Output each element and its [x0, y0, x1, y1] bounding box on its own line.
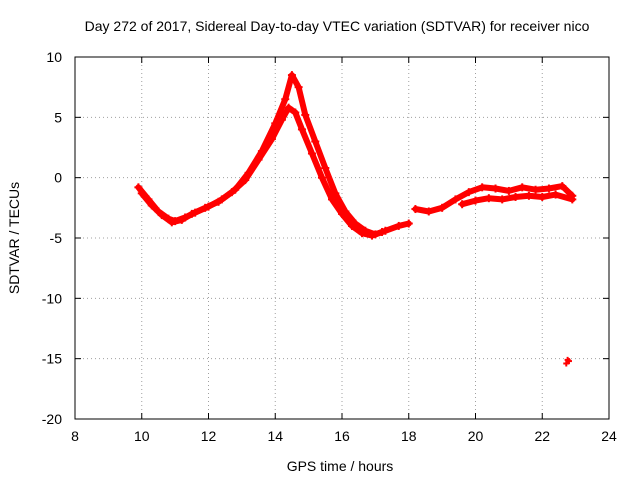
y-axis-label: SDTVAR / TECUs	[6, 182, 22, 294]
grid-lines	[75, 57, 609, 419]
x-tick-label: 12	[201, 428, 217, 444]
series-outlier	[563, 356, 572, 367]
x-tick-label: 14	[267, 428, 283, 444]
x-tick-label: 20	[468, 428, 484, 444]
y-tick-label: -5	[50, 230, 63, 246]
x-tick-label: 22	[534, 428, 550, 444]
x-tick-label: 24	[601, 428, 617, 444]
chart-title: Day 272 of 2017, Sidereal Day-to-day VTE…	[85, 18, 590, 34]
x-tick-label: 10	[134, 428, 150, 444]
y-tick-label: 0	[54, 170, 62, 186]
series-trace-c	[411, 182, 577, 216]
y-tick-label: 10	[46, 49, 62, 65]
data-series	[134, 71, 577, 367]
series-trace-a	[134, 71, 413, 239]
y-tick-label: 5	[54, 109, 62, 125]
y-tick-label: -15	[42, 351, 62, 367]
series-line	[138, 104, 385, 239]
series-line	[135, 72, 412, 238]
x-tick-label: 18	[401, 428, 417, 444]
axis-ticks: 8 10 12 14 16 18 20 22 24 -20 -15 -10 -5 0 5 10	[42, 49, 617, 444]
x-tick-label: 16	[334, 428, 350, 444]
x-axis-label: GPS time / hours	[287, 458, 394, 474]
y-tick-label: -20	[42, 411, 62, 427]
series-trace-b	[137, 103, 387, 240]
x-tick-label: 8	[71, 428, 79, 444]
series-trace-d	[458, 190, 577, 209]
y-tick-label: -10	[42, 290, 62, 306]
